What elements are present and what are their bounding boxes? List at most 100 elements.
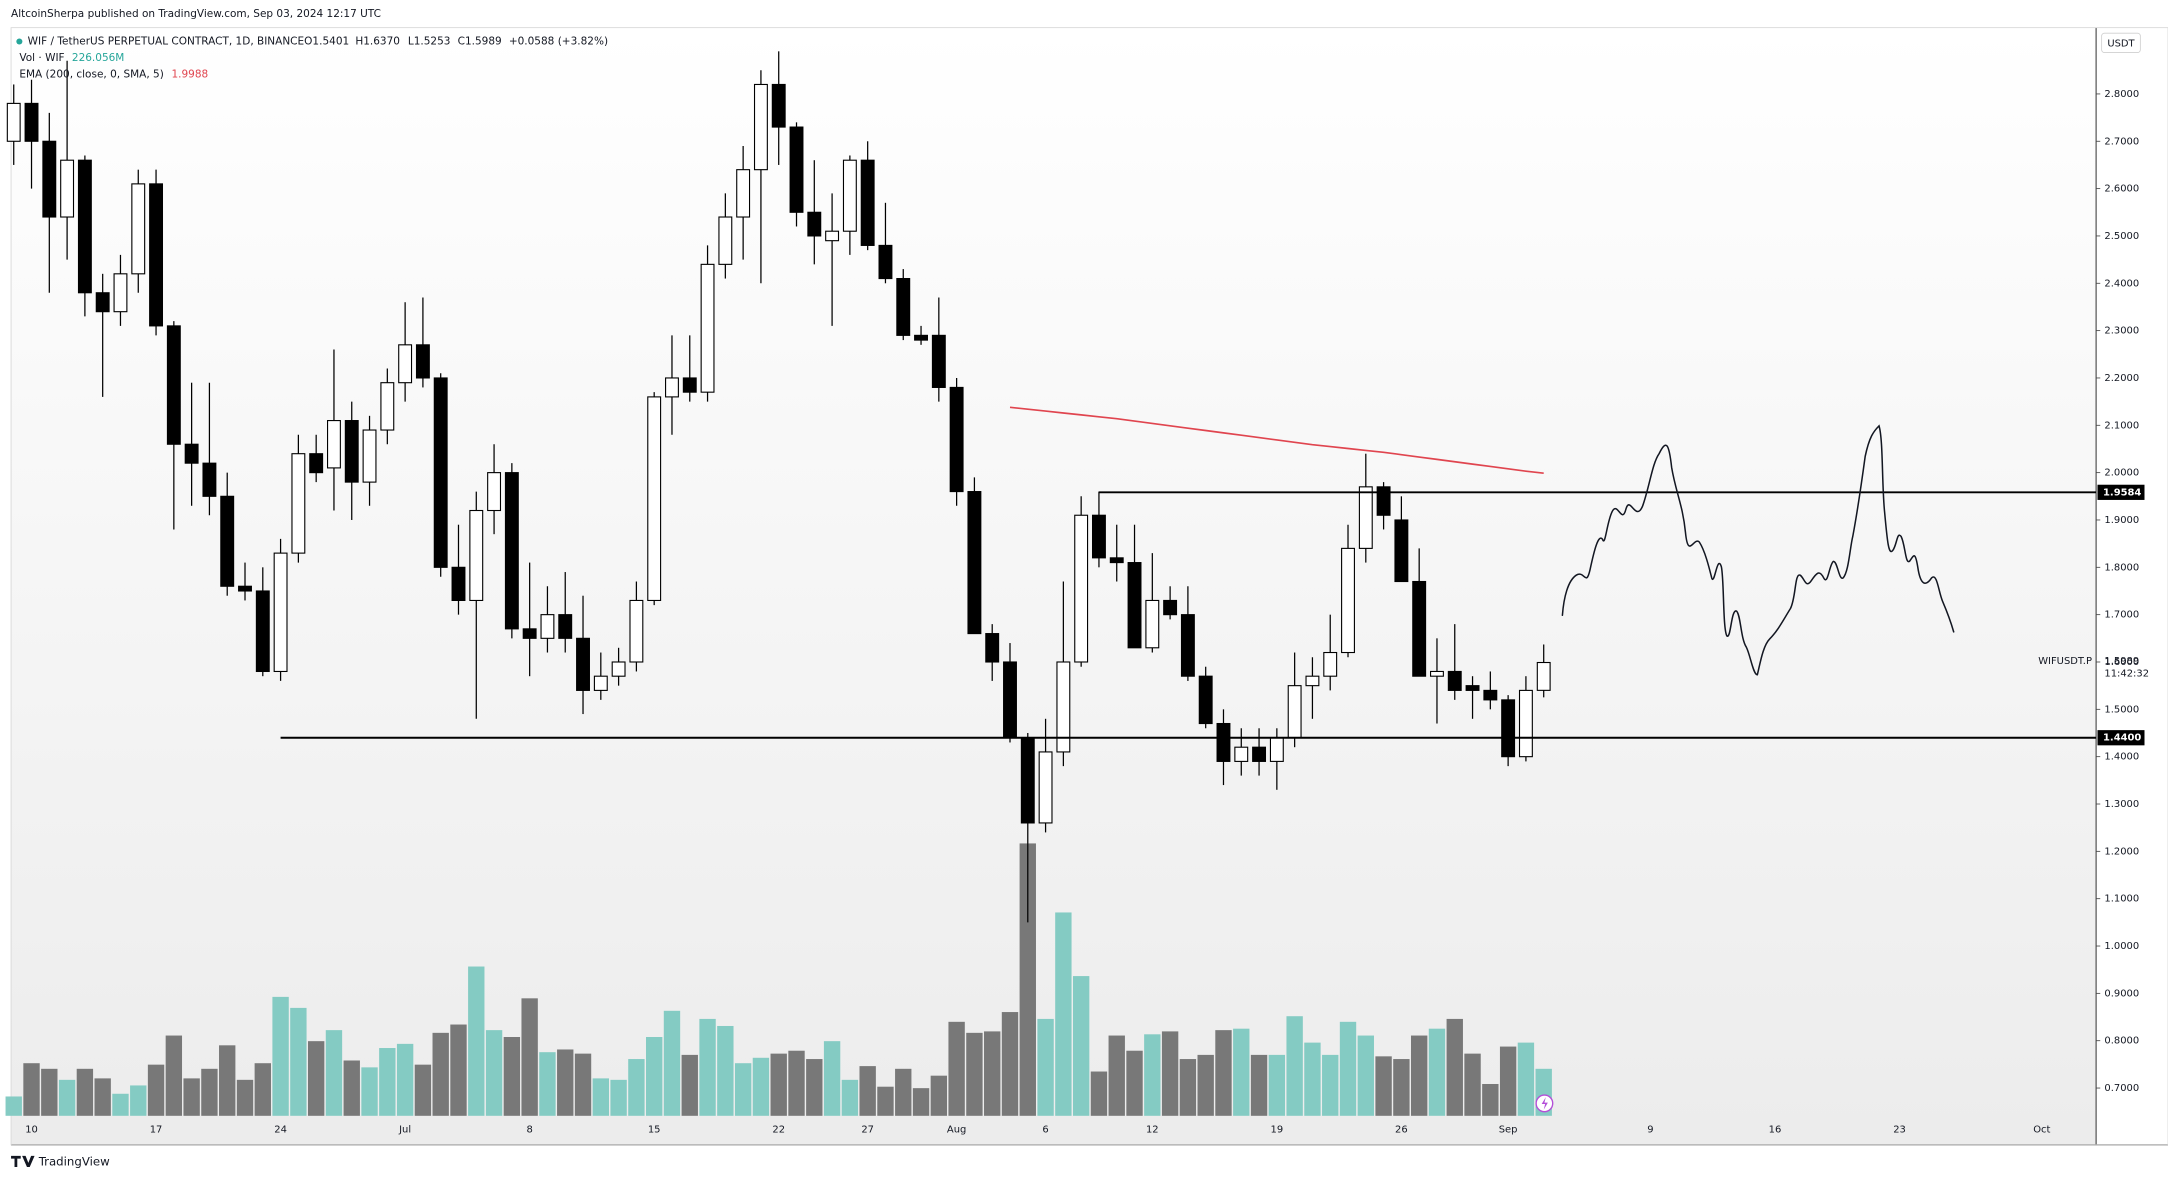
- candle-body: [95, 292, 110, 313]
- candle-body: [771, 83, 786, 128]
- volume-bar: [521, 998, 538, 1116]
- candle-layer: [6, 51, 1551, 923]
- candle-body: [1109, 557, 1124, 564]
- candle-body: [273, 552, 288, 673]
- candle-body: [238, 585, 252, 592]
- candle-body: [789, 126, 804, 213]
- volume-bar: [165, 1035, 183, 1116]
- countdown-label: 11:42:32: [2104, 669, 2149, 680]
- volume-bar: [272, 996, 289, 1116]
- volume-bar: [58, 1079, 76, 1116]
- volume-bar: [1126, 1050, 1143, 1116]
- volume-bar: [1410, 1035, 1428, 1116]
- volume-bar: [1464, 1053, 1481, 1116]
- candle-body: [558, 614, 573, 639]
- volume-bar: [396, 1043, 414, 1116]
- volume-bar: [219, 1045, 236, 1116]
- y-tick-label: 2.5000: [2104, 231, 2139, 242]
- volume-bar: [734, 1063, 752, 1116]
- legend-low: L1.5253: [408, 35, 451, 47]
- y-tick-label: 1.2000: [2104, 846, 2139, 857]
- y-tick-label: 1.3000: [2104, 799, 2139, 810]
- volume-bar: [539, 1052, 556, 1116]
- candle-body: [1465, 685, 1480, 691]
- volume-bar: [948, 1021, 965, 1116]
- candle-body: [860, 159, 875, 246]
- candle-body: [736, 169, 751, 218]
- volume-bar: [592, 1078, 609, 1116]
- volume-bar: [841, 1079, 859, 1116]
- candle-body: [807, 211, 822, 237]
- candle-body: [1305, 675, 1320, 687]
- candle-body: [1358, 486, 1373, 549]
- candle-body: [291, 453, 306, 554]
- y-tick-label: 1.7000: [2104, 610, 2139, 621]
- x-tick-label: 26: [1395, 1125, 1408, 1136]
- candle-body: [1056, 661, 1071, 753]
- x-tick-label: 17: [150, 1125, 163, 1136]
- x-tick-label: 12: [1146, 1125, 1159, 1136]
- candle-body: [1003, 661, 1017, 739]
- volume-bar: [468, 966, 485, 1116]
- volume-bar: [681, 1054, 698, 1116]
- level-badge: [2097, 484, 2145, 500]
- candle-body: [718, 216, 733, 265]
- volume-bar: [752, 1057, 770, 1116]
- candle-body: [380, 382, 395, 431]
- candle-body: [1074, 514, 1089, 663]
- volume-bar: [112, 1093, 129, 1116]
- candle-body: [1536, 661, 1551, 691]
- volume-bar: [1428, 1028, 1446, 1116]
- x-tick-label: 16: [1769, 1125, 1782, 1136]
- candle-body: [967, 491, 982, 635]
- volume-bar: [1001, 1012, 1019, 1116]
- volume-bar: [1019, 843, 1036, 1116]
- volume-bar: [699, 1018, 716, 1116]
- candle-body: [42, 140, 57, 218]
- ema-legend-value: 1.9988: [171, 69, 208, 81]
- legend: WIF / TetherUS PERPETUAL CONTRACT, 1D, B…: [16, 35, 608, 81]
- y-tick-label: 2.8000: [2104, 89, 2139, 100]
- candle-body: [202, 462, 217, 497]
- y-tick-label: 1.0000: [2104, 941, 2139, 952]
- volume-bar: [1161, 1031, 1179, 1116]
- candle-body: [1198, 675, 1213, 725]
- candle-body: [451, 566, 466, 602]
- y-tick-label: 2.4000: [2104, 278, 2139, 289]
- x-tick-label: 23: [1893, 1125, 1906, 1136]
- volume-bar: [1517, 1042, 1535, 1116]
- candle-body: [344, 420, 359, 483]
- volume-bar: [877, 1086, 894, 1116]
- level-badge: [2097, 730, 2145, 746]
- candle-body: [1269, 737, 1284, 762]
- brand-logo: [11, 1155, 35, 1167]
- x-tick-label: 19: [1271, 1125, 1284, 1136]
- volume-bar: [147, 1064, 165, 1116]
- volume-bar: [41, 1068, 58, 1116]
- x-tick-label: Jul: [398, 1125, 411, 1136]
- candle-body: [131, 183, 146, 275]
- x-tick-label: 24: [274, 1125, 287, 1136]
- candle-body: [825, 230, 840, 242]
- candle-body: [77, 159, 92, 294]
- brand-name: TradingView: [38, 1155, 110, 1169]
- volume-bar: [1037, 1018, 1054, 1116]
- y-tick-label: 2.0000: [2104, 468, 2139, 479]
- candle-body: [60, 159, 75, 218]
- volume-bar: [236, 1079, 254, 1116]
- volume-bar: [788, 1050, 805, 1116]
- alert-icon: [1535, 1094, 1554, 1113]
- volume-bar: [76, 1068, 94, 1116]
- freehand-drawing: [1561, 424, 1955, 676]
- volume-bar: [1179, 1059, 1197, 1116]
- candle-body: [469, 509, 484, 602]
- volume-bar: [859, 1066, 876, 1116]
- legend-close: C1.5989: [458, 35, 502, 47]
- volume-bar: [1090, 1071, 1108, 1116]
- y-tick-label: 0.9000: [2104, 988, 2139, 999]
- x-tick-label: Sep: [1499, 1125, 1518, 1136]
- candle-body: [914, 334, 929, 341]
- volume-bar: [94, 1078, 111, 1116]
- candle-body: [576, 637, 590, 691]
